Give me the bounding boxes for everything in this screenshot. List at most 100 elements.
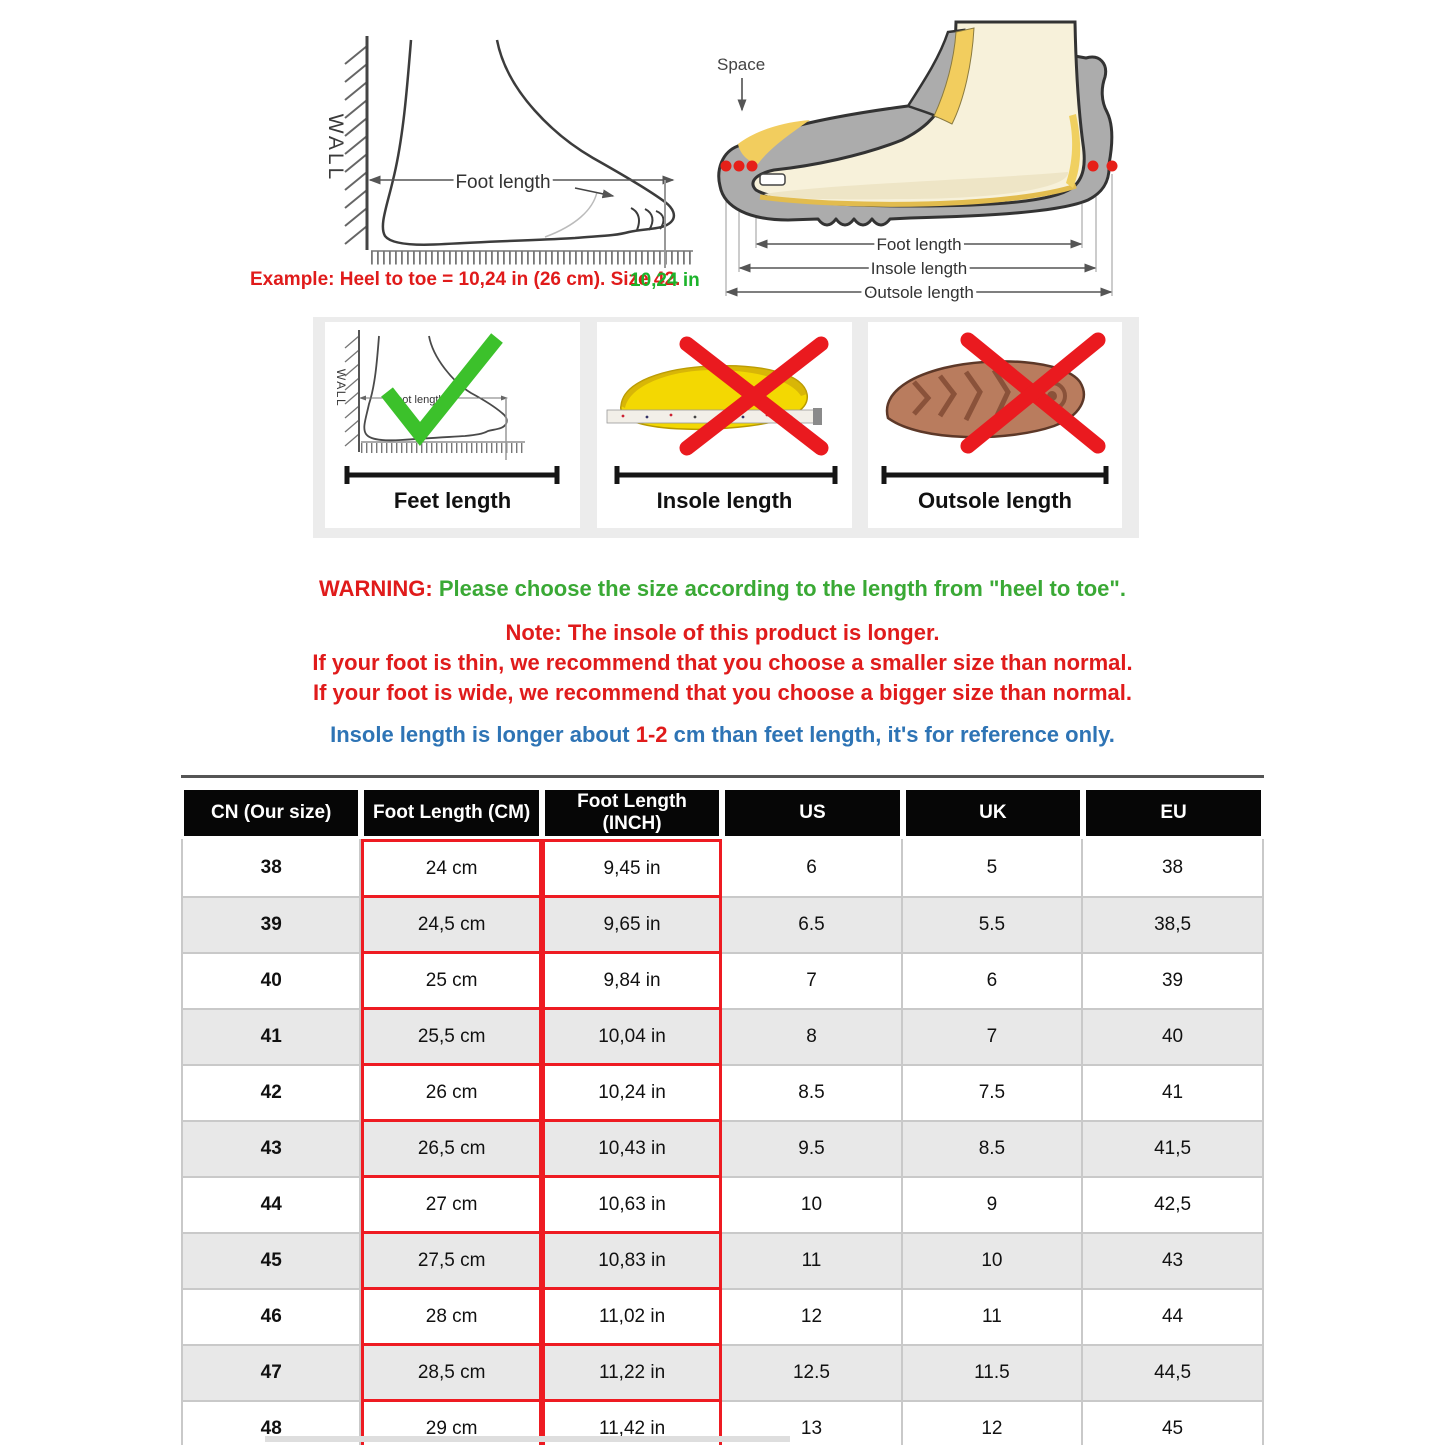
insole-length-bracket [614, 466, 838, 484]
size-cell: 24,5 cm [361, 898, 542, 954]
size-cell-cn: 43 [181, 1122, 362, 1178]
size-cell: 25 cm [361, 954, 542, 1010]
size-cell: 6.5 [722, 898, 903, 954]
size-cell: 42,5 [1083, 1178, 1264, 1234]
header-foot-inch: Foot Length (INCH) [541, 787, 723, 839]
insole-note-pre: Insole length is longer about [330, 722, 636, 747]
size-cell: 9,65 in [541, 898, 723, 954]
size-cell: 10,43 in [541, 1122, 723, 1178]
header-us: US [722, 787, 903, 839]
size-cell-cn: 47 [181, 1346, 362, 1402]
shoe-cross-section-diagram: Space Foot length Insole length Outsole … [717, 20, 1118, 306]
size-cell: 27,5 cm [361, 1234, 542, 1290]
size-cell: 44,5 [1083, 1346, 1264, 1402]
size-cell: 41 [1083, 1066, 1264, 1122]
foot-length-label: Foot length [455, 172, 550, 193]
warning-prefix: WARNING: [319, 576, 433, 601]
table-row: 40 25 cm 9,84 in 7 6 39 [181, 954, 1264, 1010]
size-cell: 27 cm [361, 1178, 542, 1234]
size-cell-cn: 45 [181, 1234, 362, 1290]
size-cell: 26 cm [361, 1066, 542, 1122]
outsole-diagram [881, 332, 1109, 484]
size-cell: 28,5 cm [361, 1346, 542, 1402]
size-cell: 38 [1083, 839, 1264, 898]
size-cell: 6 [902, 954, 1084, 1010]
feet-length-label: Feet length [393, 488, 512, 513]
foot-outline [381, 39, 676, 246]
size-cell: 7 [722, 954, 903, 1010]
header-cn: CN (Our size) [181, 787, 362, 839]
instep-guide-line [544, 191, 598, 238]
insole-note-post: cm than feet length, it's for reference … [667, 722, 1115, 747]
table-row: 38 24 cm 9,45 in 6 5 38 [181, 839, 1264, 898]
size-cell: 28 cm [361, 1290, 542, 1346]
size-cell: 6 [722, 839, 903, 898]
size-cell: 5 [902, 839, 1084, 898]
shoe-foot-length-label: Foot length [876, 235, 961, 254]
note-line-1: Note: The insole of this product is long… [505, 620, 940, 645]
size-cell: 11,22 in [541, 1346, 723, 1402]
foot-sole-shading [764, 172, 1069, 200]
size-cell: 12.5 [722, 1346, 903, 1402]
table-row: 41 25,5 cm 10,04 in 8 7 40 [181, 1010, 1264, 1066]
size-table-body: 38 24 cm 9,45 in 6 5 38 39 24,5 cm 9,65 in 6.5 5.5… [181, 839, 1264, 1445]
note-line-2: If your foot is thin, we recommend that … [312, 650, 1133, 675]
size-cell-cn: 40 [181, 954, 362, 1010]
bottom-shadow-artifact [265, 1436, 790, 1442]
size-cell: 10,04 in [541, 1010, 723, 1066]
size-cell: 11.5 [902, 1346, 1084, 1402]
wall-hatching [344, 45, 368, 245]
space-label: Space [717, 55, 765, 74]
table-row: 42 26 cm 10,24 in 8.5 7.5 41 [181, 1066, 1264, 1122]
size-cell: 8.5 [902, 1122, 1084, 1178]
small-arrow [574, 187, 615, 199]
note-line-3: If your foot is wide, we recommend that … [312, 680, 1133, 705]
size-table-container: CN (Our size) Foot Length (CM) Foot Leng… [181, 775, 1264, 1445]
size-cell: 12 [722, 1290, 903, 1346]
tongue-lining [933, 27, 975, 125]
outsole-length-label: Outsole length [918, 488, 1072, 513]
size-cell-cn: 41 [181, 1010, 362, 1066]
outsole-length-bracket [881, 466, 1109, 484]
toenail [759, 173, 786, 186]
size-cell: 10,83 in [541, 1234, 723, 1290]
size-cell: 10 [902, 1234, 1084, 1290]
red-cross-icon [960, 332, 1106, 454]
instruction-strip: WALL Foot length Feet length [313, 317, 1139, 538]
toe-lining [738, 120, 810, 164]
size-cell: 10,24 in [541, 1066, 723, 1122]
toe-details [630, 207, 665, 231]
foot-measure-diagram: WALL Foot length [324, 36, 693, 268]
size-cell: 38,5 [1083, 898, 1264, 954]
size-cell: 7 [902, 1010, 1084, 1066]
warning-line: WARNING: Please choose the size accordin… [0, 576, 1445, 602]
size-cell: 5.5 [902, 898, 1084, 954]
insole-line [759, 183, 1077, 207]
header-foot-cm: Foot Length (CM) [361, 787, 542, 839]
size-cell: 40 [1083, 1010, 1264, 1066]
header-uk: UK [902, 787, 1084, 839]
header-eu: EU [1083, 787, 1264, 839]
mini-wall-label: WALL [334, 369, 348, 407]
size-cell: 8.5 [722, 1066, 903, 1122]
wall-label: WALL [324, 114, 347, 182]
size-cell: 44 [1083, 1290, 1264, 1346]
example-value: 10,24 in [630, 270, 700, 291]
dimension-lines [725, 239, 1113, 297]
size-cell-cn: 42 [181, 1066, 362, 1122]
table-header-row: CN (Our size) Foot Length (CM) Foot Leng… [181, 787, 1264, 839]
size-cell: 41,5 [1083, 1122, 1264, 1178]
measure-dots [720, 160, 1118, 172]
size-cell: 11,02 in [541, 1290, 723, 1346]
size-cell: 9,84 in [541, 954, 723, 1010]
insole-note-highlight: 1-2 [635, 722, 668, 747]
panel-outsole-length: Outsole length [868, 322, 1122, 528]
size-cell-cn: 44 [181, 1178, 362, 1234]
size-cell: 11 [902, 1290, 1084, 1346]
size-cell: 9,45 in [541, 839, 723, 898]
size-cell: 9 [902, 1178, 1084, 1234]
size-cell-cn: 38 [181, 839, 362, 898]
table-row: 45 27,5 cm 10,83 in 11 10 43 [181, 1234, 1264, 1290]
feet-length-diagram: WALL Foot length [334, 330, 560, 484]
